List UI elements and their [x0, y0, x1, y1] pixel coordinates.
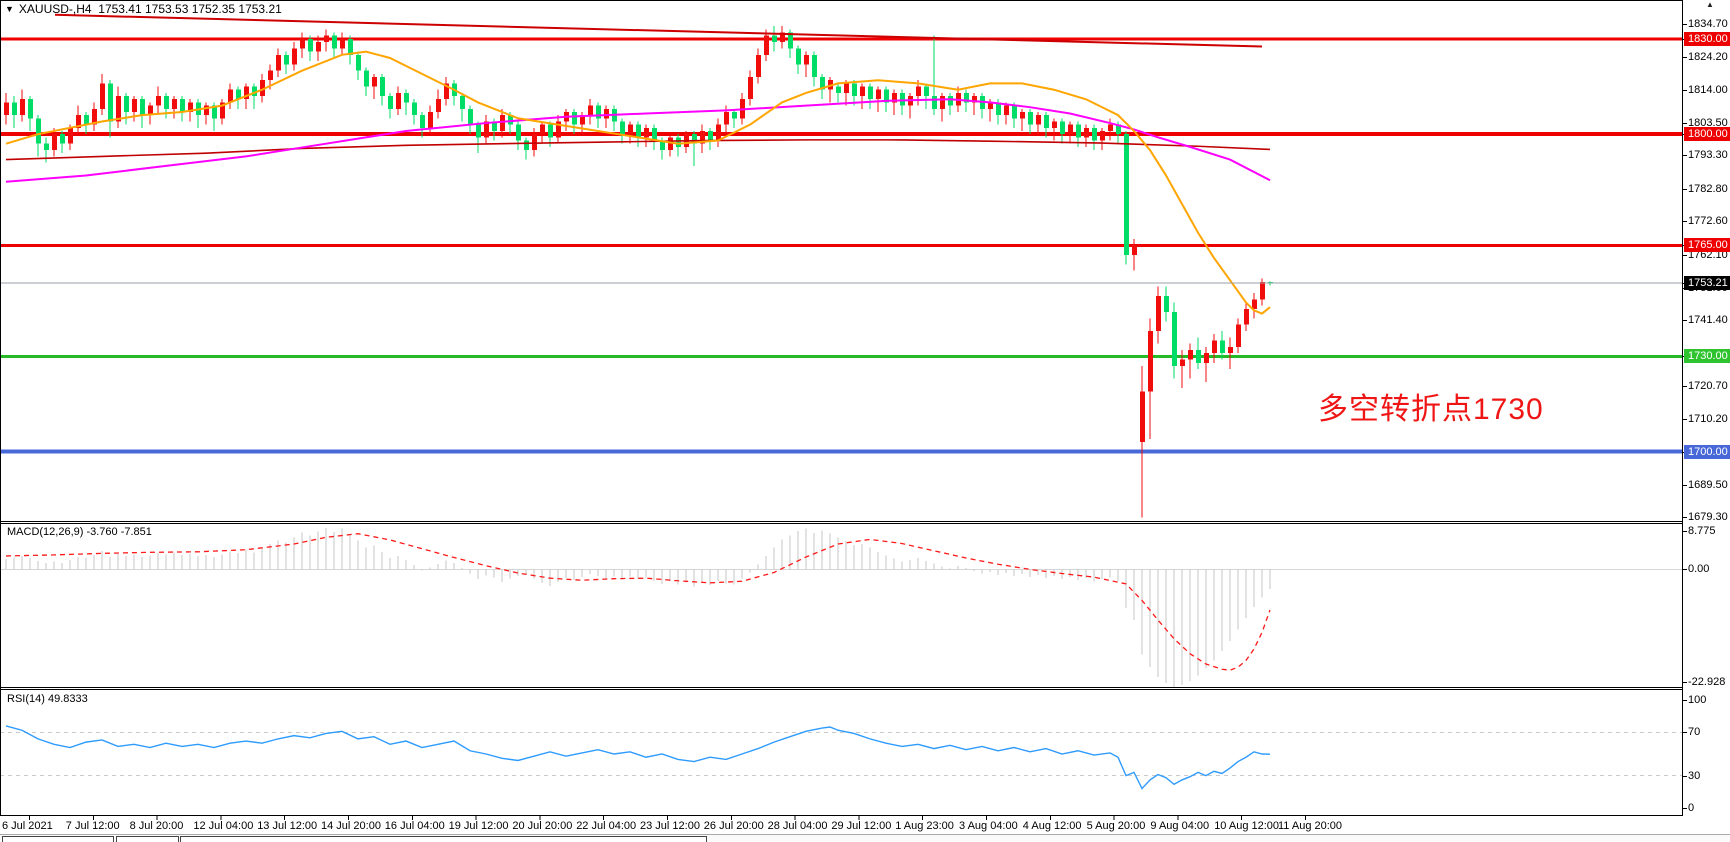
current-price-badge: 1753.21	[1684, 276, 1730, 290]
macd-axis-label: 8.775	[1688, 525, 1716, 537]
price-axis-label: 1782.80	[1688, 183, 1728, 195]
rsi-axis-label: 0	[1688, 802, 1695, 814]
price-level-badge: 1700.00	[1684, 445, 1730, 459]
time-axis-label: 22 Jul 04:00	[576, 820, 637, 832]
chart-title: ▼ XAUUSD-,H4 1753.41 1753.53 1752.35 1753…	[5, 2, 282, 16]
rsi-pane	[0, 731, 1682, 777]
ma-slow-line	[5, 139, 1271, 161]
macd-pane	[0, 528, 1682, 688]
price-axis-label: 1772.60	[1688, 215, 1728, 227]
price-level-badge: 1765.00	[1684, 238, 1730, 252]
time-axis-label: 3 Aug 04:00	[959, 820, 1018, 832]
window-edge-segment	[116, 836, 179, 842]
time-axis-label: 29 Jul 12:00	[831, 820, 892, 832]
time-axis-label: 28 Jul 04:00	[767, 820, 828, 832]
time-axis-label: 12 Jul 04:00	[193, 820, 254, 832]
time-axis-label: 26 Jul 20:00	[703, 820, 764, 832]
macd-indicator-label: MACD(12,26,9) -3.760 -7.851	[7, 526, 152, 538]
bottom-strip	[0, 834, 1730, 842]
time-axis-label: 11 Aug 20:00	[1278, 820, 1343, 832]
price-axis-label: 1689.50	[1688, 479, 1728, 491]
time-axis-label: 19 Jul 12:00	[448, 820, 509, 832]
rsi-axis-label: 30	[1688, 770, 1701, 782]
scroll-up-icon[interactable]: ▲	[1706, 0, 1714, 9]
ohlc-readout: 1753.41 1753.53 1752.35 1753.21	[98, 2, 282, 16]
time-axis-label: 5 Aug 20:00	[1086, 820, 1146, 832]
price-axis-label: 1762.10	[1688, 249, 1728, 261]
time-axis-label: 13 Jul 12:00	[257, 820, 318, 832]
rsi-axis-label: 100	[1688, 694, 1707, 706]
time-axis-label: 6 Jul 2021	[2, 820, 53, 832]
symbol-period-label: XAUUSD-,H4	[18, 2, 92, 16]
time-axis-label: 10 Aug 12:00	[1214, 820, 1280, 832]
ma-mid-line	[5, 98, 1271, 183]
price-axis-label: 1720.70	[1688, 380, 1728, 392]
rsi-indicator-label: RSI(14) 49.8333	[7, 693, 88, 705]
rsi-line	[5, 725, 1271, 790]
price-axis-label: 1814.00	[1688, 84, 1728, 96]
candlesticks[interactable]	[4, 26, 1273, 518]
price-axis-label: 1710.20	[1688, 413, 1728, 425]
time-axis-label: 9 Aug 04:00	[1150, 820, 1210, 832]
chart-text-annotation[interactable]: 多空转折点1730	[1318, 393, 1544, 426]
rsi-axis-label: 70	[1688, 726, 1701, 738]
time-axis-label: 14 Jul 20:00	[321, 820, 381, 832]
time-axis-label: 8 Jul 20:00	[129, 820, 184, 832]
trendline[interactable]	[54, 13, 1263, 48]
price-axis-label: 1803.50	[1688, 117, 1728, 129]
time-axis-label: 7 Jul 12:00	[65, 820, 120, 832]
window-edge-segment	[2, 836, 114, 842]
macd-axis-label: -22.928	[1688, 676, 1726, 688]
price-level-badge: 1800.00	[1684, 127, 1730, 141]
price-level-badge: 1730.00	[1684, 349, 1730, 363]
pane-borders	[0, 0, 1687, 820]
macd-axis-label: 0.00	[1688, 563, 1710, 575]
price-axis-label: 1834.70	[1688, 18, 1728, 30]
macd-signal-line	[5, 533, 1271, 671]
symbol-dropdown-icon[interactable]: ▼	[5, 4, 14, 14]
price-axis-label: 1679.30	[1688, 511, 1728, 523]
time-axis-label: 20 Jul 20:00	[512, 820, 573, 832]
price-axis-label: 1824.20	[1688, 51, 1728, 63]
price-axis-label: 1793.30	[1688, 149, 1728, 161]
ma-fast-line	[5, 50, 1271, 315]
time-axis-label: 4 Aug 12:00	[1022, 820, 1082, 832]
time-axis-label: 1 Aug 23:00	[895, 820, 954, 832]
price-axis-label: 1741.40	[1688, 314, 1728, 326]
time-axis-label: 23 Jul 12:00	[640, 820, 700, 832]
price-level-badge: 1830.00	[1684, 32, 1730, 46]
window-edge-segment	[180, 836, 707, 842]
time-axis-label: 16 Jul 04:00	[384, 820, 445, 832]
